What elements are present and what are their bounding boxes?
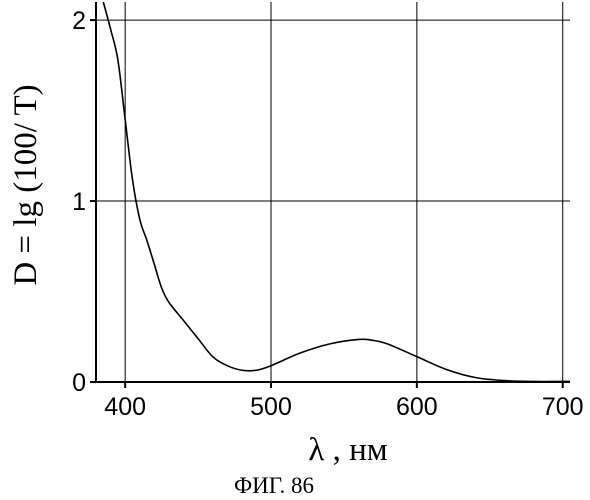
y-tick-label: 0: [72, 369, 86, 397]
y-tick-label: 2: [72, 7, 86, 35]
x-tick-label: 400: [104, 393, 146, 421]
y-tick-label: 1: [72, 188, 86, 216]
x-tick-label: 700: [542, 393, 584, 421]
figure-caption: ФИГ. 86: [234, 473, 314, 498]
y-axis-label: D = lg (100/ T): [8, 84, 44, 285]
x-tick-label: 500: [250, 393, 292, 421]
x-axis-label: λ , нм: [308, 432, 387, 468]
x-tick-label: 600: [396, 393, 438, 421]
tick-labels: 400 500 600 700 0 1 2: [72, 7, 583, 421]
axes: [90, 2, 570, 388]
grid: [96, 2, 570, 382]
series: [102, 1, 570, 383]
absorbance-curve: [102, 1, 570, 383]
